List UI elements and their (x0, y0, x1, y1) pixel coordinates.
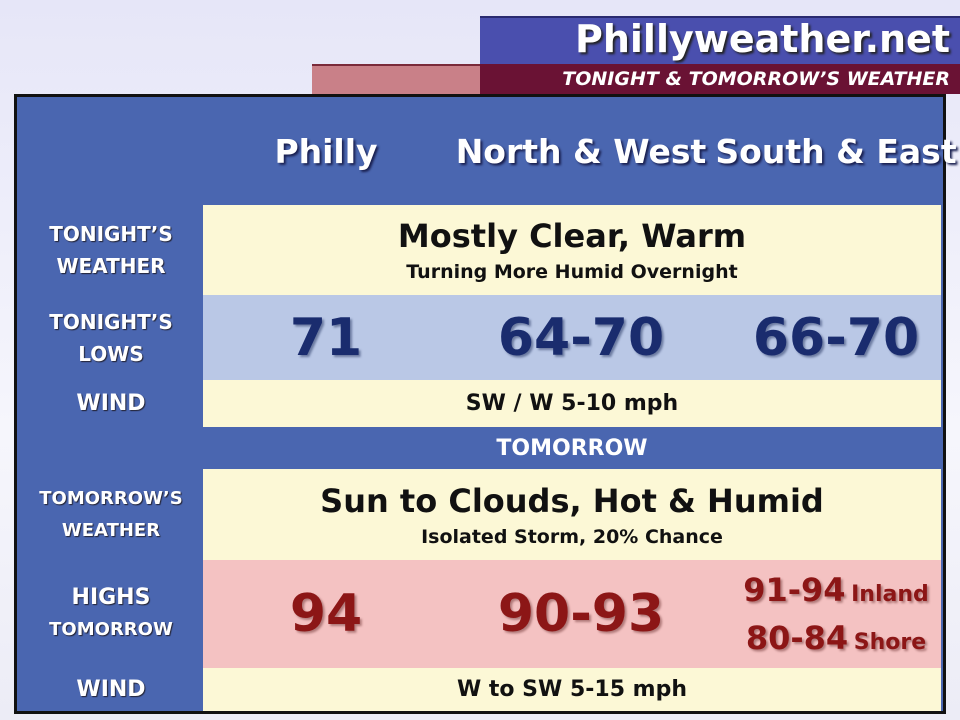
weather-cell: Sun to Clouds, Hot & Humid Isolated Stor… (203, 469, 941, 560)
high-line: 91-94 Inland (743, 571, 929, 609)
label-line: WEATHER (56, 254, 166, 278)
row-label: HIGHS TOMORROW (19, 560, 203, 668)
weather-note: Turning More Humid Overnight (406, 261, 738, 283)
header-subtitle: TONIGHT & TOMORROW’S WEATHER (480, 64, 960, 94)
high-value: 94 (289, 584, 363, 644)
table: Philly North & West South & East TONIGHT… (14, 94, 957, 714)
label-line: LOWS (78, 341, 144, 366)
weather-note: Isolated Storm, 20% Chance (421, 525, 723, 548)
tomorrow-band: TOMORROW (496, 435, 648, 461)
high-line: 80-84 Shore (746, 619, 926, 657)
row-label: WIND (76, 390, 146, 416)
row-label: TONIGHT’S LOWS (19, 295, 203, 380)
high-value: 80-84 (745, 619, 849, 657)
wind-cell: SW / W 5-10 mph (203, 380, 941, 427)
weather-cell: Mostly Clear, Warm Turning More Humid Ov… (203, 205, 941, 295)
label-line: HIGHS (71, 585, 151, 610)
row-label: TOMORROW’S WEATHER (19, 469, 203, 560)
row-label: WIND (76, 676, 146, 702)
high-value: 91-94 (743, 571, 846, 609)
wind-cell: W to SW 5-15 mph (203, 668, 941, 711)
low-value: 66-70 (752, 307, 920, 368)
label-line: WEATHER (61, 519, 161, 541)
highs-row (203, 560, 941, 668)
label-line: TONIGHT’S (49, 309, 173, 334)
row-label: TONIGHT’S WEATHER (19, 205, 203, 295)
high-place: Inland (851, 582, 929, 607)
site-title: Phillyweather.net (574, 17, 950, 61)
label-line: TOMORROW (49, 619, 173, 640)
column-header: Philly (274, 131, 378, 171)
column-header: South & East (715, 131, 957, 171)
high-value: 90-93 (497, 584, 665, 644)
weather-text: Sun to Clouds, Hot & Humid (320, 481, 824, 520)
label-line: TONIGHT’S (49, 222, 173, 246)
low-value: 71 (289, 307, 363, 368)
weather-text: Mostly Clear, Warm (397, 217, 747, 255)
low-value: 64-70 (497, 307, 665, 368)
lows-row (203, 295, 941, 380)
column-header: North & West (455, 131, 707, 171)
header-accent (312, 64, 480, 94)
label-line: TOMORROW’S (39, 487, 183, 509)
high-place: Shore (853, 630, 927, 655)
high-split: 91-94 Inland 80-84 Shore (713, 560, 959, 668)
header-site (480, 16, 960, 64)
